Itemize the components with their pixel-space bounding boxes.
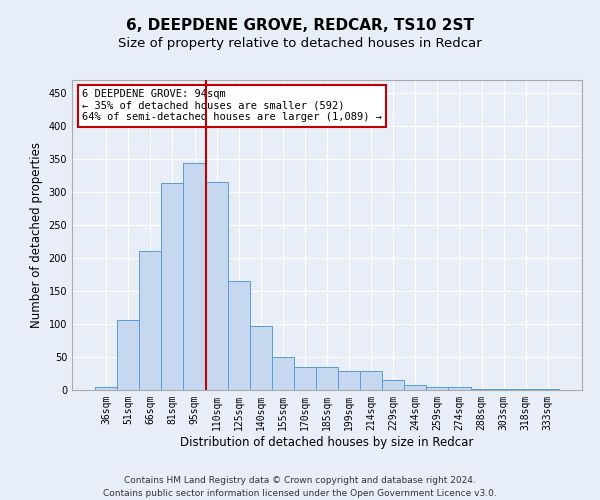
Bar <box>338 371 360 390</box>
Bar <box>117 320 139 390</box>
Text: Contains HM Land Registry data © Crown copyright and database right 2024.
Contai: Contains HM Land Registry data © Crown c… <box>103 476 497 498</box>
Y-axis label: Number of detached properties: Number of detached properties <box>30 142 43 328</box>
Bar <box>206 182 227 390</box>
Bar <box>227 280 250 390</box>
Bar <box>427 386 448 390</box>
Bar <box>250 326 272 390</box>
X-axis label: Distribution of detached houses by size in Redcar: Distribution of detached houses by size … <box>181 436 473 448</box>
Bar <box>184 163 206 390</box>
Bar <box>316 367 338 390</box>
Text: Size of property relative to detached houses in Redcar: Size of property relative to detached ho… <box>118 38 482 51</box>
Bar <box>294 367 316 390</box>
Bar <box>382 380 404 390</box>
Bar <box>360 371 382 390</box>
Text: 6, DEEPDENE GROVE, REDCAR, TS10 2ST: 6, DEEPDENE GROVE, REDCAR, TS10 2ST <box>126 18 474 32</box>
Bar <box>448 386 470 390</box>
Bar <box>161 183 184 390</box>
Bar <box>139 252 161 390</box>
Bar <box>272 357 294 390</box>
Bar <box>95 386 117 390</box>
Text: 6 DEEPDENE GROVE: 94sqm
← 35% of detached houses are smaller (592)
64% of semi-d: 6 DEEPDENE GROVE: 94sqm ← 35% of detache… <box>82 90 382 122</box>
Bar <box>404 384 427 390</box>
